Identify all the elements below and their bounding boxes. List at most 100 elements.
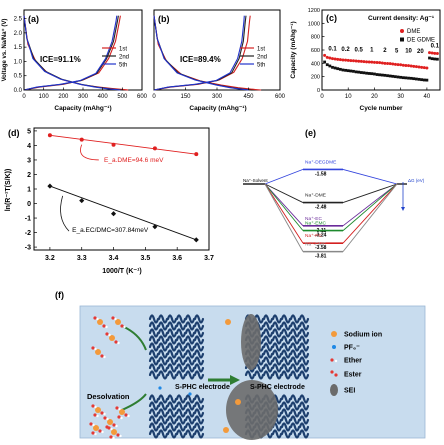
x-tick-label: 3.7 bbox=[204, 255, 214, 262]
annotation-arrow-dme bbox=[80, 144, 99, 161]
carbon-ribbon bbox=[271, 370, 283, 380]
point-DE GDME bbox=[378, 73, 382, 77]
point-DME bbox=[47, 133, 52, 138]
x-tick-label: 30 bbox=[397, 94, 404, 100]
panel-c-chart: (c) Current density: Ag⁻¹ DME DE GDME 0.1… bbox=[290, 8, 441, 112]
connector-right-2 bbox=[342, 183, 398, 227]
sei-thin bbox=[241, 314, 261, 370]
carbon-ribbon bbox=[184, 342, 196, 352]
y-tick-label: 200 bbox=[311, 75, 320, 81]
panel-c-xticks: 0 10 20 30 40 bbox=[320, 87, 431, 100]
carbon-ribbon bbox=[184, 422, 196, 432]
point-DME bbox=[354, 59, 358, 63]
rate-label: 0.5 bbox=[355, 47, 364, 53]
point-DE GDME bbox=[331, 65, 334, 69]
point-DE GDME bbox=[415, 77, 418, 81]
legend-label-pf6: PF₆⁻ bbox=[344, 345, 360, 352]
point-DE GDME bbox=[370, 72, 374, 76]
carbon-ribbon bbox=[157, 370, 169, 380]
carbon-ribbon bbox=[148, 335, 160, 345]
solvent-molecule bbox=[127, 414, 130, 418]
level-value-4: -3.58 bbox=[315, 245, 327, 251]
sodium-ion bbox=[93, 425, 99, 431]
point-DE GDME bbox=[417, 77, 421, 81]
carbon-ribbon bbox=[175, 415, 187, 425]
panel-b-xticks: 0 150 300 450 600 bbox=[152, 87, 286, 100]
x-tick-label: 100 bbox=[39, 94, 50, 100]
point-DME bbox=[79, 137, 84, 142]
carbon-ribbon bbox=[280, 342, 292, 352]
fit-line-DME bbox=[49, 134, 197, 155]
y-tick-label: 800 bbox=[311, 35, 320, 41]
x-tick-label: 3.3 bbox=[77, 255, 87, 262]
solvent-molecule bbox=[91, 404, 95, 408]
point-DME bbox=[325, 55, 329, 59]
level-value-5: -3.81 bbox=[315, 254, 327, 260]
point-DE GDME bbox=[430, 57, 434, 61]
panel-c-ylabel: Capacity (mAhg⁻¹) bbox=[290, 21, 297, 78]
panel-d-xlabel: 1000/T (K⁻¹) bbox=[102, 268, 141, 275]
point-DME bbox=[401, 63, 405, 67]
legend-label-sei: SEI bbox=[344, 388, 355, 395]
solvent-molecule bbox=[114, 340, 118, 344]
solvent-molecule bbox=[92, 423, 95, 427]
panel-b-label: (b) bbox=[158, 14, 170, 24]
carbon-ribbon bbox=[193, 370, 205, 380]
carbon-ribbon bbox=[175, 370, 187, 380]
panel-f-electrode-1: S-PHC electrode bbox=[175, 384, 230, 391]
carbon-ribbon bbox=[157, 314, 169, 324]
solvent-molecule bbox=[117, 415, 121, 419]
solvent-molecule bbox=[115, 406, 119, 410]
carbon-ribbon bbox=[148, 370, 160, 380]
panel-e-left-label: Na⁺-Solvent bbox=[243, 178, 268, 183]
carbon-ribbon bbox=[166, 328, 178, 338]
legend-marker-dme bbox=[400, 29, 404, 33]
connector-left-3 bbox=[264, 183, 304, 231]
solvent-molecule bbox=[96, 414, 99, 418]
carbon-ribbon bbox=[157, 394, 169, 404]
rate-label: 5 bbox=[395, 48, 399, 54]
carbon-ribbon bbox=[289, 422, 301, 432]
point-DME bbox=[435, 51, 439, 55]
sodium-ion bbox=[107, 419, 113, 425]
carbon-ribbon bbox=[148, 429, 160, 439]
x-tick-label: 3.2 bbox=[45, 255, 55, 262]
solvent-molecule bbox=[100, 354, 104, 358]
y-tick-label: 1.5 bbox=[14, 45, 23, 51]
panel-e-levels: Na⁺-DEGDME-1.58Na⁺-DME-2.48Na⁺-EC-3.11Na… bbox=[243, 159, 407, 260]
x-tick-label: 200 bbox=[58, 94, 69, 100]
point-DE GDME bbox=[386, 74, 389, 78]
point-DE GDME bbox=[425, 78, 429, 82]
carbon-ribbon bbox=[184, 401, 196, 411]
y-tick-label: 0.5 bbox=[14, 74, 23, 80]
arrow-middle-head bbox=[230, 375, 240, 385]
carbon-ribbon bbox=[166, 342, 178, 352]
carbon-ribbon bbox=[289, 363, 301, 373]
carbon-ribbon bbox=[271, 328, 283, 338]
point-DME bbox=[359, 59, 363, 63]
carbon-ribbon bbox=[157, 363, 169, 373]
carbon-ribbon bbox=[148, 342, 160, 352]
series-5th-charge-line bbox=[23, 15, 118, 91]
y-tick-label: 0 bbox=[27, 201, 31, 208]
point-DME bbox=[370, 60, 374, 64]
carbon-ribbon bbox=[289, 370, 301, 380]
solvent-molecule bbox=[94, 347, 97, 351]
panel-e-label: (e) bbox=[305, 128, 316, 138]
connector-right-4 bbox=[342, 183, 398, 244]
level-name-4: Na⁺-PC bbox=[305, 233, 322, 239]
point-DME bbox=[341, 58, 345, 62]
panel-f-electrode-2: S-PHC electrode bbox=[250, 384, 305, 391]
carbon-ribbon bbox=[262, 328, 274, 338]
point-DE GDME bbox=[323, 60, 327, 64]
solvent-molecule bbox=[91, 431, 95, 435]
panel-f-scene bbox=[89, 314, 310, 440]
carbon-ribbon bbox=[166, 408, 178, 418]
carbon-ribbon bbox=[298, 363, 310, 373]
series-5th-discharge-line bbox=[153, 15, 249, 91]
point-DME bbox=[388, 62, 392, 66]
solvent-molecule bbox=[110, 427, 113, 431]
point-DME bbox=[333, 57, 337, 61]
x-tick-label: 20 bbox=[371, 94, 378, 100]
point-DE GDME bbox=[373, 72, 376, 76]
